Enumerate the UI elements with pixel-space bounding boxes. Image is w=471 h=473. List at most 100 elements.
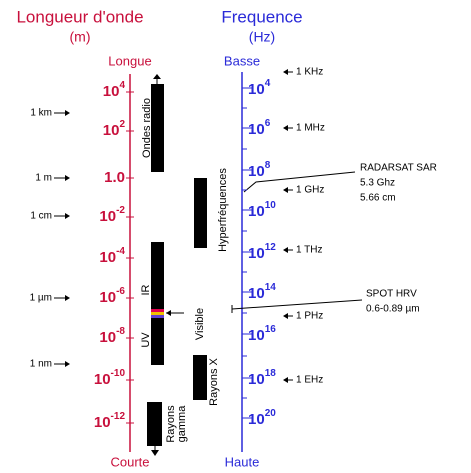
marker-label: 1 MHz — [296, 123, 325, 134]
tick-base: 10 — [94, 414, 111, 431]
radio-bar — [151, 84, 164, 172]
tick-base: 10 — [99, 329, 116, 346]
ir-bar — [151, 242, 164, 309]
annotation: 0.6-0.89 µm — [366, 304, 420, 315]
left-bottom: Courte — [110, 454, 149, 469]
marker-label: 1 km — [30, 108, 52, 119]
right-top: Basse — [224, 53, 260, 68]
band-label: Hyperfréquences — [217, 168, 229, 252]
band-label: gamma — [176, 405, 188, 443]
left-title: Longueur d'onde — [16, 7, 143, 26]
arrow-head — [283, 313, 288, 319]
tick-base: 10 — [248, 411, 265, 428]
tick-base: 10 — [103, 122, 120, 139]
tick-exp: 16 — [265, 324, 277, 335]
tick-label: 1.0 — [104, 169, 125, 186]
band-label: Ondes radio — [141, 98, 153, 158]
micro-bar — [194, 178, 207, 248]
marker-label: 1 µm — [30, 293, 52, 304]
annotation: 5.66 cm — [360, 193, 396, 204]
tick-base: 10 — [248, 371, 265, 388]
tick-exp: 2 — [119, 119, 125, 130]
arrow-head — [153, 74, 161, 79]
arrow-head — [65, 175, 70, 181]
visible-red — [151, 309, 164, 312]
right-bottom: Haute — [225, 454, 260, 469]
arrow-head — [65, 361, 70, 367]
tick-label: 1010 — [248, 200, 276, 220]
tick-label: 1016 — [248, 324, 276, 344]
tick-label: 108 — [248, 160, 271, 180]
right-unit: (Hz) — [249, 29, 275, 45]
tick-exp: -4 — [116, 246, 125, 257]
tick-exp: 4 — [119, 80, 125, 91]
tick-label: 1014 — [248, 282, 276, 302]
tick-exp: 12 — [265, 242, 277, 253]
spot-line — [231, 299, 363, 310]
tick-exp: -2 — [116, 205, 125, 216]
tick-exp: 14 — [265, 282, 277, 293]
gamma-bar — [147, 402, 162, 446]
tick-exp: 10 — [265, 200, 277, 211]
tick-base: 10 — [99, 208, 116, 225]
tick-base: 10 — [248, 81, 265, 98]
tick-label: 1020 — [248, 408, 276, 428]
tick-label: 10-6 — [99, 286, 125, 306]
tick-base: 10 — [248, 121, 265, 138]
tick-exp: 8 — [265, 160, 271, 171]
band-label: Rayons — [165, 405, 177, 443]
tick-label: 106 — [248, 118, 271, 138]
tick-base: 10 — [248, 327, 265, 344]
band-label: Rayons X — [208, 357, 220, 405]
tick-base: 10 — [99, 249, 116, 266]
right-title: Frequence — [221, 7, 302, 26]
marker-label: 1 cm — [30, 211, 52, 222]
band-label: UV — [140, 332, 152, 348]
tick-label: 10-12 — [94, 411, 126, 431]
arrow-head — [283, 187, 288, 193]
tick-base: 10 — [94, 371, 111, 388]
tick-exp: 20 — [265, 408, 277, 419]
tick-label: 10-2 — [99, 205, 125, 225]
visible-blue — [151, 315, 164, 318]
annotation: RADARSAT SAR — [360, 163, 437, 174]
arrow-head — [65, 295, 70, 301]
marker-label: 1 PHz — [296, 311, 323, 322]
marker-label: 1 THz — [296, 245, 323, 256]
annotation: SPOT HRV — [366, 289, 417, 300]
tick-base: 1.0 — [104, 169, 125, 186]
tick-exp: -12 — [111, 411, 126, 422]
tick-exp: -10 — [111, 368, 126, 379]
tick-label: 10-10 — [94, 368, 126, 388]
tick-base: 10 — [248, 285, 265, 302]
arrow-head — [65, 213, 70, 219]
tick-exp: -6 — [116, 286, 125, 297]
marker-label: 1 nm — [30, 359, 52, 370]
marker-label: 1 KHz — [296, 67, 323, 78]
tick-label: 10-8 — [99, 326, 125, 346]
tick-base: 10 — [248, 203, 265, 220]
arrow-head — [283, 69, 288, 75]
arrow-head — [283, 247, 288, 253]
arrow-head — [283, 125, 288, 131]
tick-label: 10-4 — [99, 246, 125, 266]
left-top: Longue — [108, 53, 151, 68]
marker-label: 1 EHz — [296, 375, 323, 386]
marker-label: 1 GHz — [296, 185, 324, 196]
tick-exp: -8 — [116, 326, 125, 337]
marker-label: 1 m — [35, 173, 52, 184]
uv-bar — [151, 318, 164, 365]
tick-label: 104 — [248, 78, 271, 98]
tick-label: 102 — [103, 119, 126, 139]
tick-exp: 6 — [265, 118, 271, 129]
tick-label: 1012 — [248, 242, 276, 262]
tick-exp: 4 — [265, 78, 271, 89]
tick-base: 10 — [248, 245, 265, 262]
arrow-head — [166, 310, 171, 316]
tick-base: 10 — [248, 163, 265, 180]
xray-bar — [193, 355, 207, 400]
tick-label: 104 — [103, 80, 126, 100]
band-label: Visible — [194, 308, 206, 340]
radarsat-line — [243, 171, 356, 193]
